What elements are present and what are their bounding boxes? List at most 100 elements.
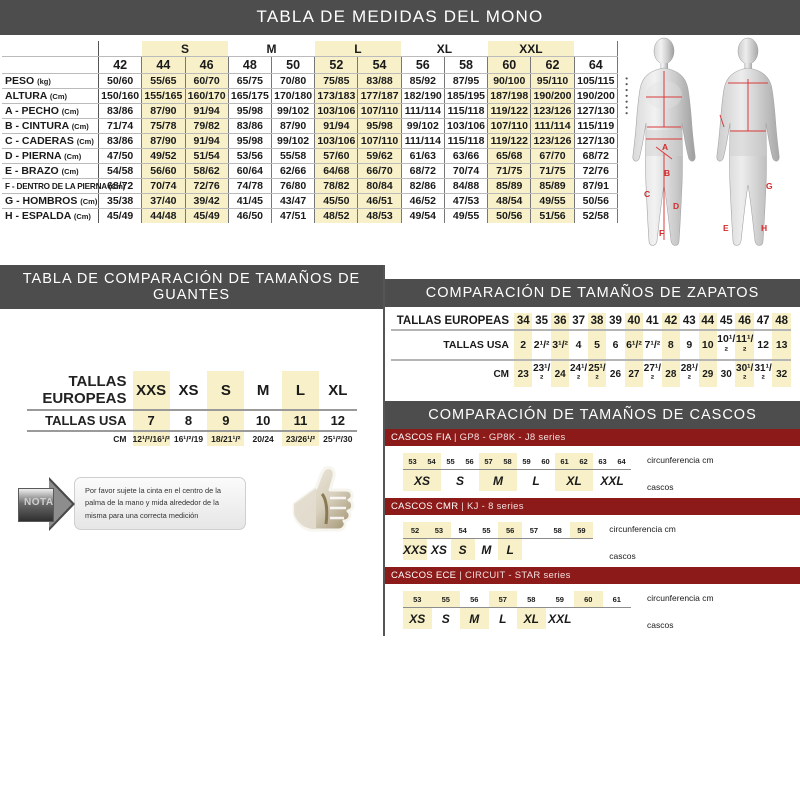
- helmet-circ-cell: 58: [517, 591, 546, 608]
- suit-measurements-table: S M L XL XXL 42 44 46 48 50 52 54 56 58 60 62 64 PESO (kg…: [2, 41, 619, 223]
- shoes-cell: 27¹/²: [643, 363, 662, 385]
- table-row: B - CINTURA (Cm) 71/74 75/78 79/82 83/86 87/9…: [2, 118, 619, 134]
- shoes-cell: 24¹/²: [569, 363, 588, 385]
- helmet-size-cell: L: [499, 611, 507, 626]
- suit-cell: 91/94: [184, 133, 229, 149]
- gloves-cell: 25¹/²/30: [323, 434, 353, 444]
- gloves-cell: 9: [207, 410, 245, 432]
- suit-cell: 60/70: [184, 73, 229, 89]
- suit-cell: 173/183: [314, 88, 358, 104]
- gloves-note-row: NOTA Por favor sujete la cinta en el cen…: [18, 464, 383, 543]
- marker-label-F: F: [659, 228, 665, 238]
- helmet-circumference-row: 53 55 56 57 58 59 60 61: [403, 591, 631, 608]
- gloves-cell: 23/26¹/²: [281, 431, 320, 446]
- suit-cell: 54/58: [98, 163, 142, 179]
- suit-cell: 83/86: [98, 103, 142, 119]
- helmet-block-0: CASCOS FIA | GP8 - GP8K - J8 series 53 54 5…: [385, 429, 800, 498]
- shoes-cell: 13: [772, 330, 791, 361]
- suit-cell: 80/84: [357, 178, 402, 194]
- gloves-cm-row: CM 12¹/²/16¹/² 16¹/²/19 18/21¹/² 20/24 23/26¹…: [27, 431, 357, 446]
- gloves-cell: L: [281, 371, 320, 411]
- shoes-cell: 2¹/²: [532, 330, 551, 361]
- shoes-usa-row: TALLAS USA 2 2¹/² 3¹/² 4 5 6 6¹/² 7¹/² 8 9 10 10¹/² 1…: [391, 330, 791, 361]
- suit-cell: 50/56: [573, 193, 619, 209]
- helmet-block-1: CASCOS CMR | KJ - 8 series 52 53 54 55 56 57 58…: [385, 498, 800, 567]
- suit-cell: 49/55: [443, 208, 488, 223]
- suit-cell: 99/102: [270, 133, 315, 149]
- back-figure: [716, 37, 780, 246]
- helmets-section-title: COMPARACIÓN DE TAMAÑOS DE CASCOS: [385, 401, 800, 429]
- suit-cell: 103/106: [314, 103, 358, 119]
- marker-label-B: B: [664, 168, 671, 178]
- suit-row-label-5: D - PIERNA (Cm): [2, 148, 100, 164]
- shoes-eu-row: TALLAS EUROPEAS 34 35 36 37 38 39 40 41 42 43 44 45 4…: [391, 313, 791, 331]
- gloves-cell: 12: [319, 410, 357, 432]
- shoes-cell: 42: [661, 313, 681, 331]
- shoes-cell: 23¹/²: [533, 363, 551, 385]
- shoes-cell: 41: [643, 313, 662, 331]
- shoes-cell: 44: [698, 313, 717, 331]
- helmet-block-2: CASCOS ECE | CIRCUIT - STAR series 53 55 56…: [385, 567, 800, 636]
- suit-cell: 45/50: [314, 193, 358, 209]
- shoes-cell: 10¹/²: [716, 330, 736, 361]
- shoes-cm-row: CM 23 23¹/² 24 24¹/² 25¹/² 26 27 27¹/² 28 28¹/² 29 3…: [391, 360, 791, 387]
- helmet-size-cell: S: [450, 538, 475, 560]
- suit-size-group-XXL: XXL: [487, 41, 575, 57]
- suit-cell: 75/78: [141, 118, 185, 134]
- suit-cell: 47/50: [98, 148, 142, 164]
- helmet-circ-cell: 59: [545, 591, 574, 608]
- suit-group-row-label: [2, 41, 100, 57]
- suit-cell: 70/74: [443, 163, 488, 179]
- gloves-cell: XXS: [132, 371, 170, 411]
- suit-cell: 59/62: [357, 148, 402, 164]
- shoes-helmets-column: COMPARACIÓN DE TAMAÑOS DE ZAPATOS TALLAS…: [385, 265, 800, 636]
- suit-size-50: 50: [270, 56, 315, 74]
- suit-cell: 47/53: [443, 193, 488, 209]
- marker-label-E: E: [723, 223, 729, 233]
- suit-cell: 87/90: [270, 118, 315, 134]
- suit-cell: 74/78: [227, 178, 272, 194]
- lower-sections: TABLA DE COMPARACIÓN DE TAMAÑOS DE GUANT…: [0, 265, 800, 636]
- suit-cell: 71/74: [98, 118, 142, 134]
- suit-cell: 76/80: [270, 178, 315, 194]
- gloves-cell: 8: [169, 410, 208, 432]
- suit-cell: 111/114: [400, 133, 445, 149]
- marker-label-C: C: [644, 189, 651, 199]
- suit-cell: 47/51: [270, 208, 315, 223]
- helmet-circ-cell: 56: [460, 591, 489, 608]
- nota-label: NOTA: [24, 496, 54, 508]
- gloves-table: TALLAS EUROPEAS XXS XS S M L XL TALLAS USA 7 8 9 10…: [26, 371, 357, 446]
- suit-size-56: 56: [400, 56, 445, 74]
- suit-table-holder: S M L XL XXL 42 44 46 48 50 52 54 56 58 60 62 64 PESO (kg…: [0, 35, 620, 265]
- suit-cell: 111/114: [530, 118, 575, 134]
- suit-cell: 119/122: [487, 103, 531, 119]
- shoes-cell: 29: [698, 360, 717, 387]
- suit-cell: 107/110: [487, 118, 531, 134]
- gloves-cell: XL: [319, 371, 357, 411]
- suit-cell: 72/76: [184, 178, 229, 194]
- helmet-circ-cell: 58: [545, 522, 570, 539]
- suit-size-60: 60: [487, 56, 531, 74]
- helmet-circ-cell: 63: [593, 453, 612, 470]
- helmet-circ-cell: 56: [460, 453, 479, 470]
- suit-cell: 185/195: [443, 88, 488, 104]
- suit-cell: 83/86: [98, 133, 142, 149]
- suit-cell: 85/89: [530, 178, 575, 194]
- table-row: C - CADERAS (Cm) 83/86 87/90 91/94 95/98 99/1…: [2, 133, 619, 149]
- gloves-row-label: TALLAS USA: [26, 410, 133, 432]
- suit-row-label-9: H - ESPALDA (Cm): [2, 208, 100, 223]
- nota-arrow-icon: NOTA: [18, 476, 76, 532]
- helmet-size-cell: XS: [403, 469, 441, 491]
- suit-cell: 182/190: [400, 88, 445, 104]
- table-row: D - PIERNA (Cm) 47/50 49/52 51/54 53/56 55/58…: [2, 148, 619, 164]
- helmet-circ-label: circunferencia cm: [647, 593, 714, 603]
- suit-cell: 91/94: [184, 103, 229, 119]
- helmet-side-labels: circunferencia cm cascos: [647, 453, 714, 491]
- shoes-cell: 32: [772, 360, 791, 387]
- suit-size-44: 44: [141, 56, 185, 74]
- helmet-circ-cell: 54: [450, 522, 475, 539]
- suit-cell: 48/54: [487, 193, 531, 209]
- suit-cell: 78/82: [314, 178, 358, 194]
- helmet-side-labels: circunferencia cm cascos: [609, 522, 676, 560]
- shoes-row-label: CM: [493, 368, 509, 380]
